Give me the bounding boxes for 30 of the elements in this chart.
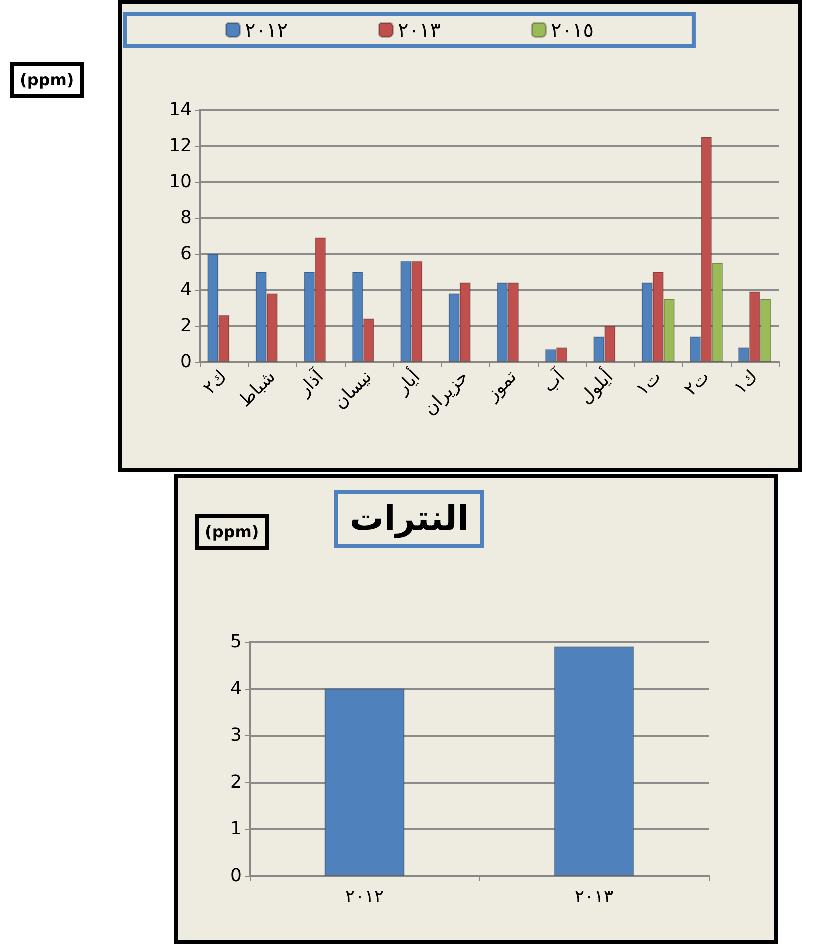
y-tick-label: 2 xyxy=(230,772,242,793)
x-tick-label: ت١ xyxy=(632,366,666,400)
x-tick-label: ك٢ xyxy=(199,366,232,399)
y-tick-label: 14 xyxy=(169,100,192,120)
y-tick-label: 2 xyxy=(180,316,192,336)
x-tick-label: ت٢ xyxy=(680,366,714,400)
x-tick-label: أيلول xyxy=(574,365,618,409)
y-tick-label: 3 xyxy=(230,725,242,746)
chart-title: النترات xyxy=(350,499,470,539)
y-tick-label: 4 xyxy=(180,280,192,300)
y-tick-label: 12 xyxy=(169,136,192,156)
x-tick-label: ك١ xyxy=(730,366,762,399)
y-tick-label: 0 xyxy=(230,866,242,886)
y-tick-label: 10 xyxy=(169,172,192,192)
y-tick-label: 4 xyxy=(230,678,242,700)
legend-label: ٢٠١٥ xyxy=(550,18,594,42)
y-tick-label: 8 xyxy=(180,208,192,228)
y-axis-title: (ppm) xyxy=(205,522,260,542)
x-tick-label: آذار xyxy=(292,365,329,402)
legend-label: ٢٠١٣ xyxy=(398,18,442,42)
x-tick-label: تموز xyxy=(482,366,522,406)
x-tick-label: آب xyxy=(538,365,570,397)
legend-label: ٢٠١٢ xyxy=(245,18,288,42)
x-tick-label: نيسان xyxy=(330,366,376,414)
x-tick-label: شباط xyxy=(234,366,280,412)
y-tick-label: 5 xyxy=(230,632,242,652)
y-axis-title: (ppm) xyxy=(20,70,74,90)
y-tick-label: 1 xyxy=(230,818,242,840)
y-tick-label: 0 xyxy=(180,352,192,372)
y-tick-label: 6 xyxy=(180,244,192,264)
